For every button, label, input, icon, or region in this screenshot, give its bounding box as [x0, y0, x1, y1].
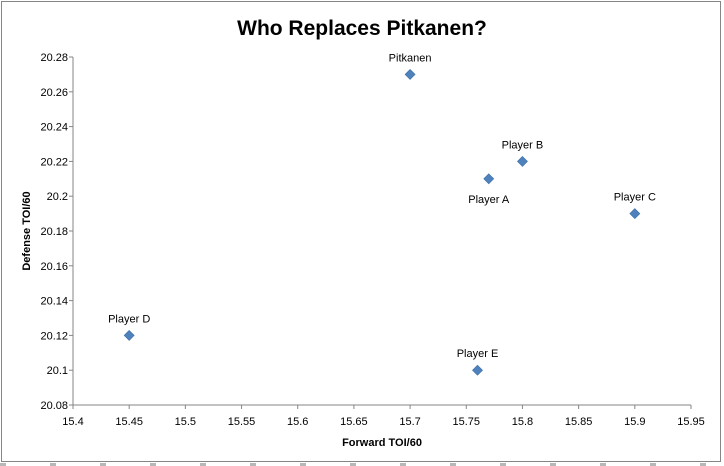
page-break-dashes: [0, 463, 724, 466]
y-tick-label: 20.08: [40, 400, 68, 412]
data-label: Player A: [468, 194, 510, 206]
y-tick-label: 20.16: [40, 261, 68, 273]
data-label: Player E: [457, 348, 499, 360]
x-tick-label: 15.85: [565, 416, 593, 428]
y-tick-label: 20.1: [47, 365, 68, 377]
data-point: [517, 155, 528, 167]
data-label: Player C: [614, 192, 656, 204]
x-tick-label: 15.75: [453, 416, 481, 428]
chart-title: Who Replaces Pitkanen?: [237, 17, 487, 40]
x-tick-label: 15.65: [340, 416, 368, 428]
y-tick-label: 20.12: [40, 330, 68, 342]
y-axis-ticks: 20.08 20.1 20.12 20.14 20.16 20.18 20.2 20.22 20…: [40, 52, 73, 412]
x-tick-label: 15.9: [624, 416, 645, 428]
x-tick-label: 15.5: [175, 416, 196, 428]
y-tick-label: 20.26: [40, 87, 68, 99]
y-tick-label: 20.2: [47, 191, 68, 203]
x-tick-label: 15.95: [677, 416, 705, 428]
y-tick-label: 20.28: [40, 52, 68, 64]
y-tick-label: 20.24: [40, 122, 68, 134]
data-point: [629, 208, 641, 220]
data-label: Pitkanen: [389, 52, 432, 64]
x-axis-title: Forward TOI/60: [342, 437, 422, 449]
y-tick-label: 20.18: [40, 226, 68, 238]
data-point: [123, 329, 135, 341]
y-tick-label: 20.22: [40, 156, 68, 168]
y-axis-title: Defense TOI/60: [21, 191, 33, 270]
x-tick-label: 15.6: [287, 416, 308, 428]
data-label: Player B: [502, 139, 544, 151]
x-tick-label: 15.4: [62, 416, 83, 428]
data-series: Pitkanen Player A Player B Player C Player D…: [108, 52, 656, 376]
data-point: [404, 68, 416, 80]
data-point: [483, 173, 495, 185]
x-tick-label: 15.55: [228, 416, 256, 428]
x-axis-ticks: 15.4 15.45 15.5 15.55 15.6 15.65 15.7 15.75 15.8…: [62, 405, 705, 428]
data-point: [472, 364, 483, 376]
data-label: Player D: [108, 313, 150, 325]
x-tick-label: 15.7: [399, 416, 420, 428]
x-tick-label: 15.8: [512, 416, 533, 428]
y-tick-label: 20.14: [40, 296, 68, 308]
x-tick-label: 15.45: [115, 416, 143, 428]
